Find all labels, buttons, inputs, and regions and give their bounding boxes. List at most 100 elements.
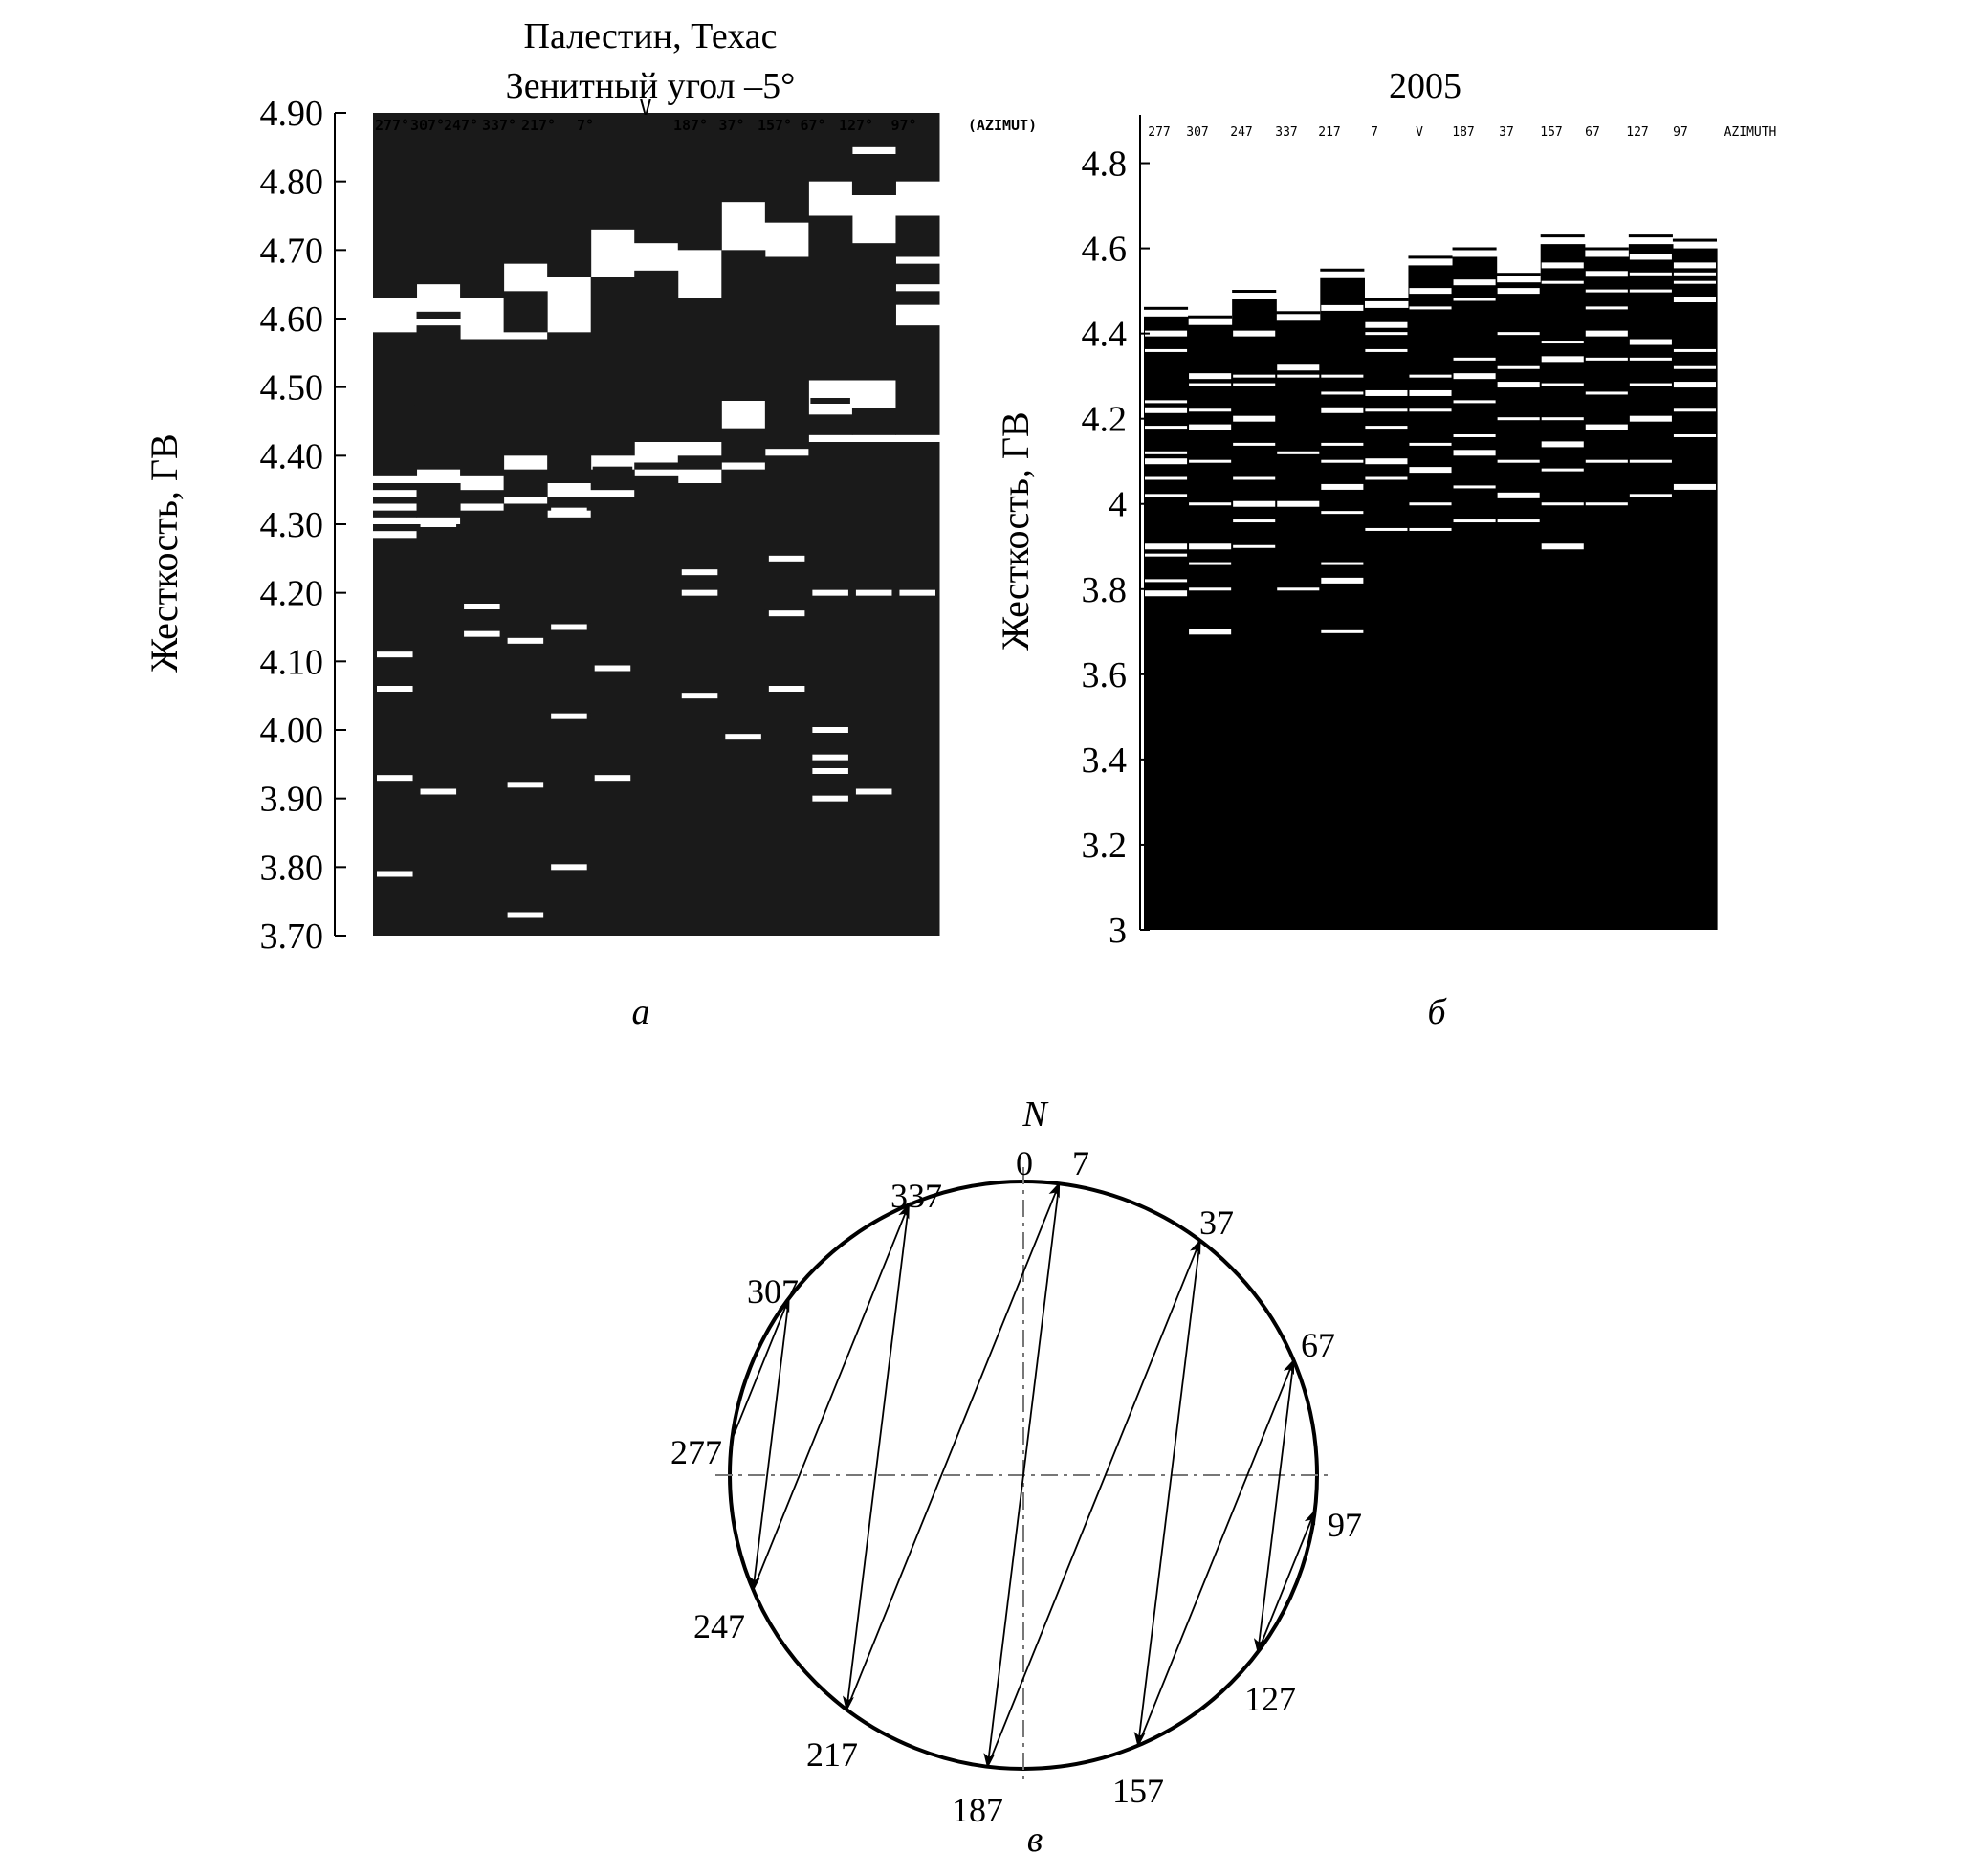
panel-a-tick-label: 4.20 <box>260 574 324 614</box>
panel-a-solid-block-67 <box>808 442 853 936</box>
panel-b-forbidden-line <box>1585 391 1628 395</box>
panel-a-column-label: 37° <box>718 117 744 134</box>
azimuth-label-67: 67 <box>1301 1326 1335 1364</box>
panel-b-forbidden-line <box>1629 272 1672 276</box>
panel-a-allowed-band <box>808 215 853 381</box>
panel-a-stripe <box>592 466 633 473</box>
panel-a-tick-label: 4.80 <box>260 163 324 203</box>
panel-b-forbidden-line <box>1365 458 1408 465</box>
panel-b-forbidden-line <box>1409 442 1452 446</box>
panel-b-forbidden-line <box>1453 450 1496 456</box>
panel-a-allowed-band <box>416 311 461 319</box>
panel-b-column-37 <box>1496 282 1542 930</box>
panel-a-forbidden-line <box>420 521 457 527</box>
panel-b-forbidden-line <box>1409 527 1452 531</box>
panel-a-allowed-band <box>373 332 418 476</box>
azimuth-label-7: 7 <box>1072 1144 1089 1182</box>
panel-b-forbidden-line <box>1629 415 1672 422</box>
panel-v-label: в <box>1027 1820 1043 1860</box>
panel-b-column-97 <box>1672 248 1718 930</box>
azimuth-transition-arrow <box>1253 1359 1295 1654</box>
panel-a-allowed-band <box>808 414 853 435</box>
panel-a-allowed-band <box>590 469 635 491</box>
panel-b-title: 2005 <box>1389 66 1461 106</box>
panel-b-forbidden-line <box>1189 373 1232 380</box>
panel-b-forbidden-line <box>1233 415 1276 422</box>
panel-a-forbidden-line <box>551 507 587 514</box>
panel-b-forbidden-line <box>1145 330 1188 337</box>
panel-b-forbidden-line <box>1277 451 1320 454</box>
panel-a-forbidden-line <box>855 788 892 795</box>
panel-b-forbidden-line <box>1409 374 1452 378</box>
panel-a-stripe <box>810 398 850 404</box>
panel-a-stripe <box>375 398 415 404</box>
panel-a-forbidden-line <box>551 864 587 871</box>
azimuth-label-247: 247 <box>693 1607 745 1645</box>
panel-a-y-axis: 3.70 3.80 3.90 4.00 4.10 4.20 4.30 4.40 4.50 4.60… <box>260 94 346 957</box>
panel-a-forbidden-line <box>681 693 718 699</box>
panel-b-tick-label: 3.4 <box>1082 740 1128 781</box>
panel-a-solid-block-97 <box>895 442 940 936</box>
panel-b-forbidden-line <box>1321 407 1364 413</box>
panel-b-stripe <box>1408 255 1453 259</box>
panel-a-column-label: (AZIMUT) <box>968 117 1037 134</box>
panel-b-forbidden-line <box>1189 629 1232 635</box>
panel-a-stripe <box>505 377 546 384</box>
panel-a-tick-label: 4.70 <box>260 231 324 271</box>
panel-b-column-labels: 277 307 247 337 217 7 V 187 37 157 67 127 97 AZIMUTH <box>1148 125 1776 140</box>
panel-b-forbidden-line <box>1233 544 1276 548</box>
panel-b-column-label: V <box>1416 125 1423 140</box>
panel-a-column-label: V <box>639 97 651 121</box>
panel-a-stripe <box>897 418 937 425</box>
panel-b-column-label: AZIMUTH <box>1724 125 1777 140</box>
panel-b-forbidden-line <box>1541 468 1584 472</box>
panel-a-allowed-band <box>721 428 766 463</box>
panel-a-solid-block-127 <box>851 442 896 936</box>
panel-a-stripe <box>679 349 720 356</box>
panel-b-forbidden-line <box>1453 519 1496 523</box>
panel-b-stripe <box>1232 290 1277 294</box>
panel-a-stripe <box>679 336 720 342</box>
panel-b-column-label: 337 <box>1275 125 1297 140</box>
panel-a-tick-label: 4.50 <box>260 368 324 408</box>
panel-b-forbidden-line <box>1673 408 1716 412</box>
panel-a-stripe <box>679 316 720 321</box>
panel-b-forbidden-line <box>1145 426 1188 430</box>
panel-a-column-label: 97° <box>890 117 916 134</box>
panel-a-stripe <box>679 384 720 390</box>
panel-a-stripe <box>897 398 937 404</box>
panel-a-stripe <box>375 377 415 384</box>
panel-a-stripe <box>897 377 937 384</box>
panel-a-forbidden-line <box>507 782 544 788</box>
panel-b-column-157 <box>1540 244 1586 930</box>
panel-b-forbidden-line <box>1277 374 1320 378</box>
panel-a-allowed-band <box>373 524 418 532</box>
azimuth-label-37: 37 <box>1199 1203 1234 1242</box>
panel-b-forbidden-line <box>1673 272 1716 276</box>
panel-a-solid-block-277 <box>373 538 418 936</box>
azimuth-transition-arrow <box>1133 1240 1201 1748</box>
panel-b-forbidden-line <box>1145 543 1188 550</box>
panel-a-solid-block-217 <box>547 517 592 936</box>
panel-b-forbidden-line <box>1673 365 1716 369</box>
panel-b-column-label: 247 <box>1230 125 1252 140</box>
panel-a-stripe <box>723 384 763 390</box>
panel-b-forbidden-line <box>1585 330 1628 337</box>
panel-a-forbidden-line <box>768 686 805 692</box>
panel-a-solid-block-V <box>634 475 679 936</box>
panel-a-allowed-band <box>460 339 505 476</box>
panel-a-forbidden-line <box>855 589 892 596</box>
panel-a-allowed-band <box>416 325 461 470</box>
panel-b-forbidden-line <box>1189 562 1232 565</box>
panel-b-column-label: 7 <box>1371 125 1378 140</box>
panel-a-tick-label: 4.00 <box>260 711 324 751</box>
panel-b-forbidden-line <box>1629 339 1672 345</box>
panel-b-forbidden-line <box>1145 590 1188 597</box>
panel-a-title-line1: Палестин, Техас <box>524 16 778 56</box>
panel-a-allowed-band <box>590 113 635 230</box>
panel-b-forbidden-line <box>1233 383 1276 386</box>
panel-b-column-217 <box>1320 277 1365 930</box>
azimuth-transition-arrow <box>846 1181 1061 1710</box>
panel-b-forbidden-line <box>1321 459 1364 463</box>
panel-a-stripe <box>462 398 502 404</box>
